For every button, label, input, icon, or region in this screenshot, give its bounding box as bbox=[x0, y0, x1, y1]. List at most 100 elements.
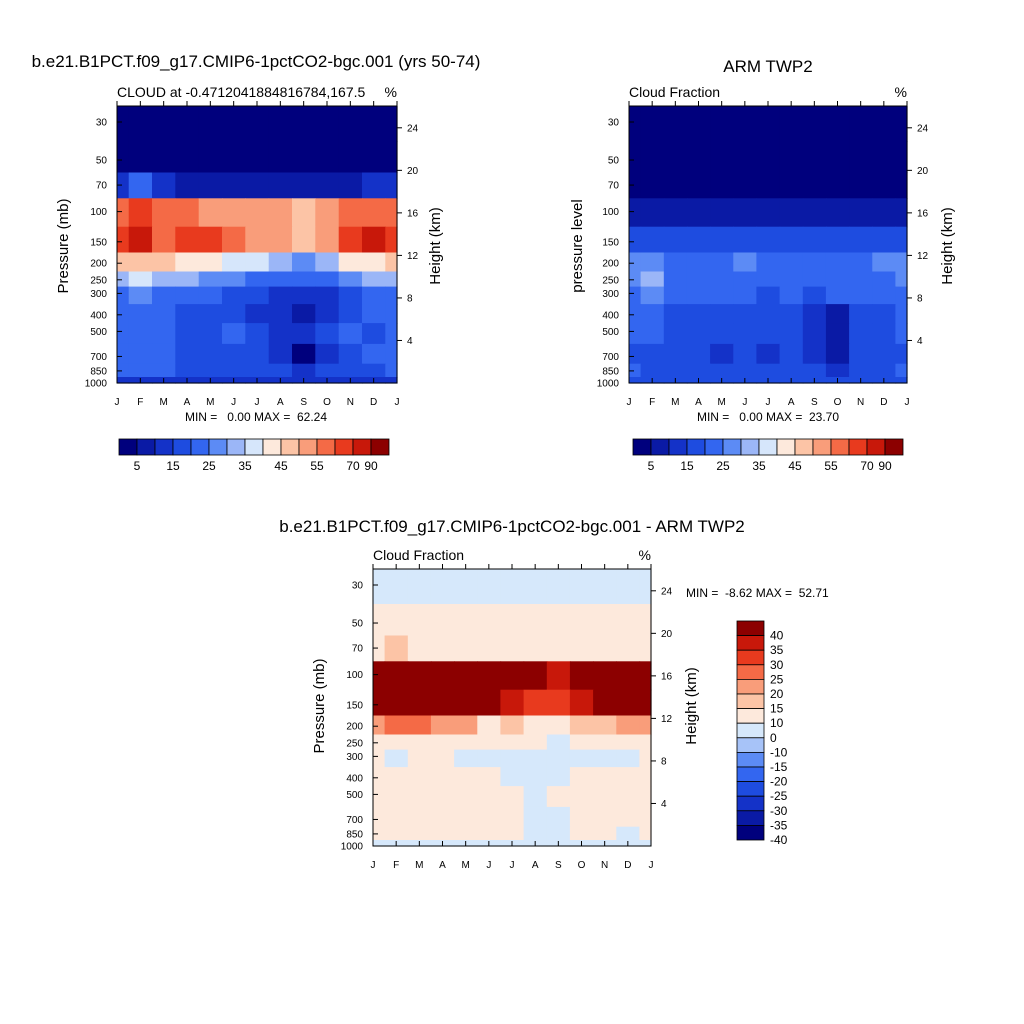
heatmap-cell bbox=[373, 604, 386, 637]
x-tick-label: D bbox=[880, 397, 887, 408]
heatmap-cell bbox=[569, 715, 594, 736]
colorbar-swatch bbox=[736, 693, 765, 710]
colorbar-swatch bbox=[136, 438, 156, 456]
heatmap-cell bbox=[385, 286, 398, 305]
heatmap-cell bbox=[222, 226, 246, 254]
heatmap-cell bbox=[639, 840, 652, 847]
heatmap-cell bbox=[895, 172, 908, 199]
colorbar-swatch bbox=[736, 766, 765, 783]
panel-model-unit-label: % bbox=[385, 84, 397, 100]
heatmap-cell bbox=[430, 569, 455, 605]
y-right-tick-label: 24 bbox=[917, 123, 929, 134]
y-right-tick-label: 16 bbox=[917, 208, 929, 219]
heatmap-cell bbox=[639, 767, 652, 787]
heatmap-cell bbox=[523, 604, 548, 637]
x-tick-label: D bbox=[370, 397, 377, 408]
colorbar-swatch bbox=[298, 438, 318, 456]
heatmap-cell bbox=[430, 786, 455, 808]
heatmap-cell bbox=[546, 767, 571, 787]
heatmap-cell bbox=[640, 304, 665, 324]
x-tick-label: J bbox=[905, 397, 910, 408]
heatmap-cell bbox=[569, 661, 594, 691]
heatmap-cell bbox=[315, 304, 340, 324]
y-tick-label: 200 bbox=[602, 259, 619, 270]
heatmap-cell bbox=[128, 106, 153, 142]
heatmap-cell bbox=[546, 715, 571, 736]
heatmap-cell bbox=[407, 767, 432, 787]
heatmap-cell bbox=[802, 172, 827, 199]
heatmap-cell bbox=[454, 826, 478, 841]
heatmap-cell bbox=[245, 343, 270, 365]
heatmap-cell bbox=[384, 734, 409, 751]
heatmap-cell bbox=[175, 106, 200, 142]
colorbar-label: 5 bbox=[134, 459, 141, 473]
heatmap-cell bbox=[756, 271, 781, 288]
heatmap-cell bbox=[629, 377, 642, 384]
heatmap-cell bbox=[523, 767, 548, 787]
heatmap-cell bbox=[593, 806, 617, 828]
heatmap-cell bbox=[338, 286, 363, 305]
heatmap-cell bbox=[756, 172, 781, 199]
y-tick-label: 30 bbox=[608, 118, 620, 129]
heatmap-cell bbox=[733, 343, 758, 365]
colorbar-label: 45 bbox=[274, 459, 288, 473]
heatmap-cell bbox=[616, 786, 641, 808]
heatmap-cell bbox=[629, 106, 642, 142]
y-tick-label: 30 bbox=[352, 581, 364, 592]
colorbar-swatch bbox=[262, 438, 282, 456]
heatmap-cell bbox=[338, 198, 363, 228]
heatmap-cell bbox=[686, 252, 711, 273]
heatmap-cell bbox=[895, 106, 908, 142]
panel-model-plot-area bbox=[117, 106, 398, 384]
heatmap-cell bbox=[198, 323, 223, 345]
colorbar-swatch bbox=[848, 438, 868, 456]
heatmap-cell bbox=[710, 304, 734, 324]
heatmap-cell bbox=[454, 715, 478, 736]
colorbar-swatch bbox=[352, 438, 372, 456]
y-right-tick-label: 12 bbox=[407, 251, 419, 262]
heatmap-cell bbox=[733, 106, 758, 142]
heatmap-cell bbox=[454, 689, 478, 717]
heatmap-cell bbox=[268, 363, 293, 378]
heatmap-cell bbox=[825, 286, 850, 305]
y-tick-label: 700 bbox=[346, 815, 363, 826]
y-right-tick-label: 20 bbox=[407, 166, 419, 177]
colorbar-label: -40 bbox=[770, 833, 788, 847]
colorbar-label: -30 bbox=[770, 804, 788, 818]
panel-diff-axes: J F M A M J J A S O N D J 30 50 70 100 150 200 250 300 400 500… bbox=[341, 564, 673, 871]
heatmap-cell bbox=[616, 767, 641, 787]
heatmap-cell bbox=[175, 323, 200, 345]
heatmap-cell bbox=[292, 226, 316, 254]
heatmap-cell bbox=[523, 749, 548, 768]
heatmap-cell bbox=[385, 271, 398, 288]
panel-obs-colorbar: 5 15 25 35 45 55 70 90 bbox=[632, 438, 904, 473]
heatmap-cell bbox=[569, 635, 594, 662]
y-right-tick-label: 24 bbox=[661, 586, 673, 597]
heatmap-cell bbox=[523, 689, 548, 717]
heatmap-cell bbox=[430, 767, 455, 787]
heatmap-cell bbox=[362, 198, 386, 228]
y-tick-label: 300 bbox=[90, 289, 107, 300]
heatmap-cell bbox=[569, 826, 594, 841]
heatmap-cell bbox=[779, 226, 804, 254]
colorbar-swatch bbox=[154, 438, 174, 456]
heatmap-cell bbox=[362, 271, 386, 288]
heatmap-cell bbox=[338, 343, 363, 365]
colorbar-label: 15 bbox=[166, 459, 180, 473]
heatmap-cell bbox=[384, 715, 409, 736]
heatmap-cell bbox=[117, 252, 130, 273]
heatmap-cell bbox=[407, 786, 432, 808]
panel-model-ylabel-right: Height (km) bbox=[427, 207, 444, 285]
panel-model: b.e21.B1PCT.f09_g17.CMIP6-1pctCO2-bgc.00… bbox=[32, 52, 481, 473]
heatmap-cell bbox=[384, 749, 409, 768]
heatmap-cell bbox=[686, 271, 711, 288]
heatmap-cell bbox=[895, 323, 908, 345]
heatmap-cell bbox=[639, 734, 652, 751]
colorbar-label: 25 bbox=[770, 672, 784, 686]
heatmap-cell bbox=[198, 141, 223, 174]
heatmap-cell bbox=[872, 252, 897, 273]
heatmap-cell bbox=[500, 661, 525, 691]
colorbar-swatch bbox=[736, 810, 765, 826]
x-tick-label: S bbox=[811, 397, 818, 408]
